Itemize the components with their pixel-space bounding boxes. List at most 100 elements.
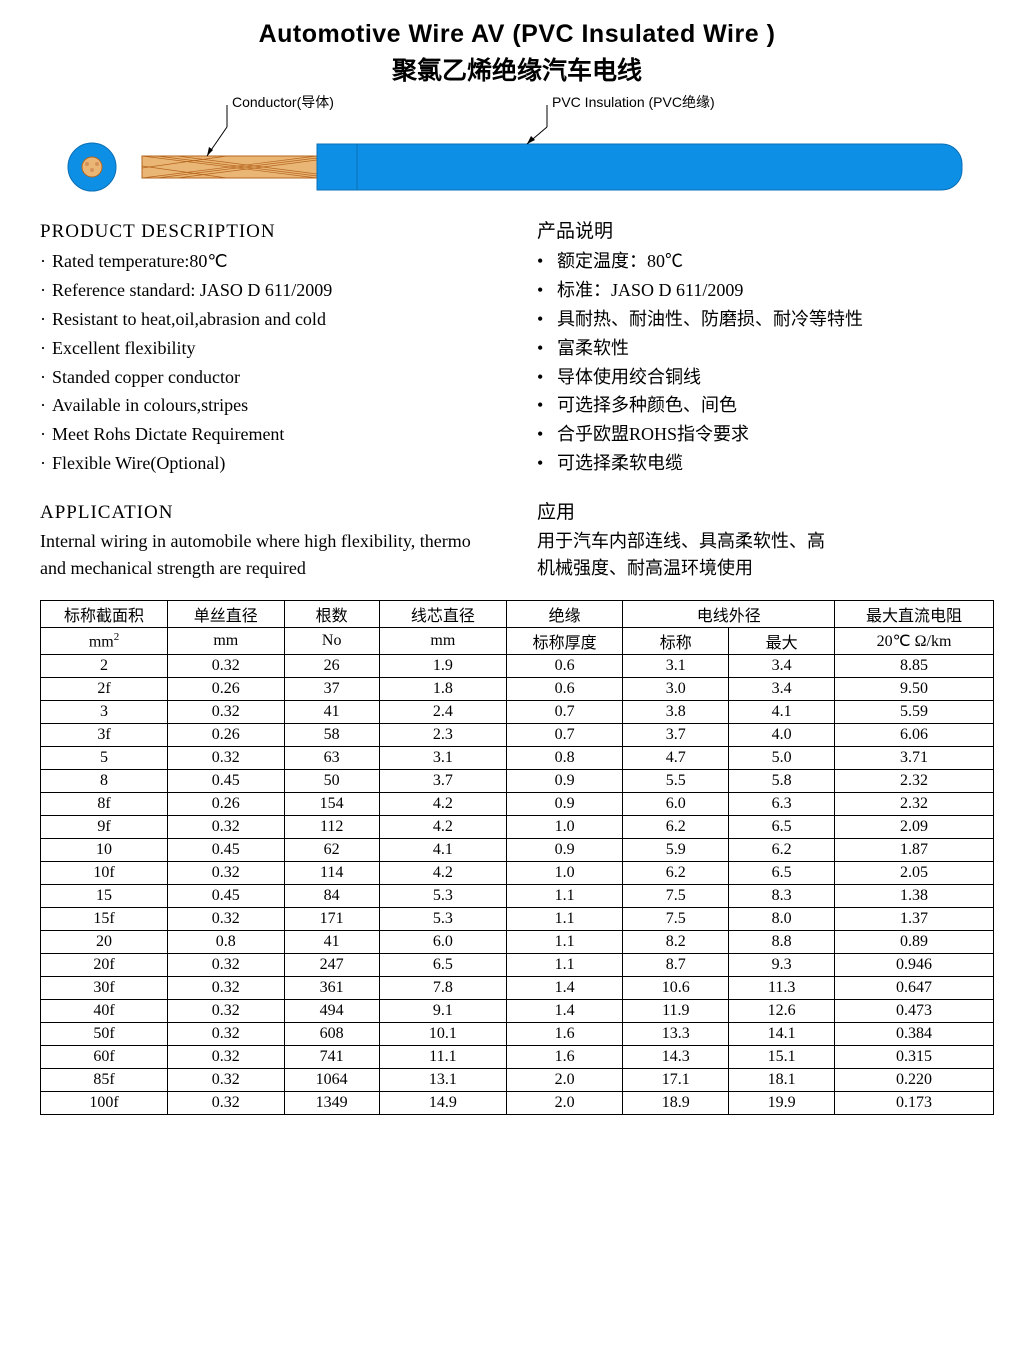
table-cell: 4.1 [729, 701, 835, 724]
desc-en-item: ·Meet Rohs Dictate Requirement [40, 420, 497, 449]
table-row: 80.45503.70.95.55.82.32 [41, 770, 994, 793]
table-cell: 11.1 [379, 1046, 506, 1069]
th-res-1: 最大直流电阻 [835, 601, 994, 628]
app-text-cn: 用于汽车内部连线、具高柔软性、高机械强度、耐高温环境使用 [537, 528, 837, 582]
desc-en-item: ·Flexible Wire(Optional) [40, 449, 497, 478]
table-cell: 5.3 [379, 908, 506, 931]
desc-en-text: Meet Rohs Dictate Requirement [52, 420, 284, 449]
bullet-dot: • [537, 305, 557, 334]
table-cell: 3.4 [729, 655, 835, 678]
th-core-1: 线芯直径 [379, 601, 506, 628]
table-cell: 9.50 [835, 678, 994, 701]
table-cell: 0.315 [835, 1046, 994, 1069]
table-row: 20.32261.90.63.13.48.85 [41, 655, 994, 678]
bullet-dot: • [537, 334, 557, 363]
table-cell: 2.0 [506, 1069, 622, 1092]
table-cell: 4.0 [729, 724, 835, 747]
table-cell: 112 [284, 816, 379, 839]
table-cell: 154 [284, 793, 379, 816]
diagram-insulation-label: PVC Insulation (PVC绝缘) [552, 92, 715, 112]
table-cell: 9f [41, 816, 168, 839]
table-cell: 171 [284, 908, 379, 931]
table-cell: 0.32 [168, 1023, 284, 1046]
table-cell: 7.5 [623, 885, 729, 908]
table-row: 30f0.323617.81.410.611.30.647 [41, 977, 994, 1000]
table-cell: 84 [284, 885, 379, 908]
bullet-dot: • [537, 449, 557, 478]
table-cell: 6.0 [379, 931, 506, 954]
table-cell: 2.4 [379, 701, 506, 724]
table-cell: 8.2 [623, 931, 729, 954]
th-dia-1: 单丝直径 [168, 601, 284, 628]
table-row: 15f0.321715.31.17.58.01.37 [41, 908, 994, 931]
table-cell: 0.26 [168, 678, 284, 701]
table-cell: 2.05 [835, 862, 994, 885]
table-cell: 2.3 [379, 724, 506, 747]
bullet-dot: · [40, 247, 52, 276]
spec-table: 标称截面积 单丝直径 根数 线芯直径 绝缘 电线外径 最大直流电阻 mm2 mm… [40, 600, 994, 1115]
th-od-max: 最大 [729, 628, 835, 655]
table-cell: 3.4 [729, 678, 835, 701]
table-cell: 3.7 [379, 770, 506, 793]
table-cell: 100f [41, 1092, 168, 1115]
bullet-dot: · [40, 391, 52, 420]
table-cell: 0.7 [506, 724, 622, 747]
desc-en-text: Flexible Wire(Optional) [52, 449, 225, 478]
table-cell: 10.6 [623, 977, 729, 1000]
table-cell: 15 [41, 885, 168, 908]
bullet-dot: · [40, 334, 52, 363]
table-cell: 10 [41, 839, 168, 862]
table-cell: 1.4 [506, 1000, 622, 1023]
table-cell: 15.1 [729, 1046, 835, 1069]
table-cell: 4.2 [379, 793, 506, 816]
table-row: 150.45845.31.17.58.31.38 [41, 885, 994, 908]
table-cell: 1.1 [506, 954, 622, 977]
table-cell: 85f [41, 1069, 168, 1092]
bullet-dot: · [40, 305, 52, 334]
table-row: 20f0.322476.51.18.79.30.946 [41, 954, 994, 977]
table-row: 3f0.26582.30.73.74.06.06 [41, 724, 994, 747]
th-num-1: 根数 [284, 601, 379, 628]
table-cell: 0.173 [835, 1092, 994, 1115]
diagram-conductor-label: Conductor(导体) [232, 92, 334, 112]
table-cell: 8 [41, 770, 168, 793]
desc-en-item: ·Standed copper conductor [40, 363, 497, 392]
table-cell: 13.3 [623, 1023, 729, 1046]
table-cell: 247 [284, 954, 379, 977]
bullet-dot: • [537, 420, 557, 449]
table-cell: 3.1 [379, 747, 506, 770]
table-cell: 5 [41, 747, 168, 770]
table-cell: 6.06 [835, 724, 994, 747]
desc-en-text: Rated temperature:80℃ [52, 247, 228, 276]
table-cell: 5.3 [379, 885, 506, 908]
desc-cn-text: 合乎欧盟ROHS指令要求 [557, 420, 749, 449]
table-cell: 1.1 [506, 908, 622, 931]
table-row: 85f0.32106413.12.017.118.10.220 [41, 1069, 994, 1092]
desc-cn-item: •合乎欧盟ROHS指令要求 [537, 420, 994, 449]
table-cell: 6.5 [729, 862, 835, 885]
table-cell: 6.0 [623, 793, 729, 816]
table-cell: 3 [41, 701, 168, 724]
table-row: 100.45624.10.95.96.21.87 [41, 839, 994, 862]
table-cell: 0.32 [168, 655, 284, 678]
table-cell: 1.37 [835, 908, 994, 931]
table-cell: 1064 [284, 1069, 379, 1092]
table-cell: 11.9 [623, 1000, 729, 1023]
desc-en-item: ·Rated temperature:80℃ [40, 247, 497, 276]
table-cell: 41 [284, 701, 379, 724]
table-cell: 494 [284, 1000, 379, 1023]
table-cell: 3.1 [623, 655, 729, 678]
table-cell: 5.0 [729, 747, 835, 770]
table-cell: 5.59 [835, 701, 994, 724]
table-cell: 50f [41, 1023, 168, 1046]
table-cell: 14.9 [379, 1092, 506, 1115]
table-row: 10f0.321144.21.06.26.52.05 [41, 862, 994, 885]
table-cell: 8f [41, 793, 168, 816]
desc-english-column: PRODUCT DESCRIPTION ·Rated temperature:8… [40, 217, 497, 478]
desc-en-item: ·Resistant to heat,oil,abrasion and cold [40, 305, 497, 334]
table-cell: 1.6 [506, 1046, 622, 1069]
desc-cn-text: 可选择多种颜色、间色 [557, 391, 737, 420]
table-cell: 5.5 [623, 770, 729, 793]
table-cell: 41 [284, 931, 379, 954]
table-cell: 0.7 [506, 701, 622, 724]
